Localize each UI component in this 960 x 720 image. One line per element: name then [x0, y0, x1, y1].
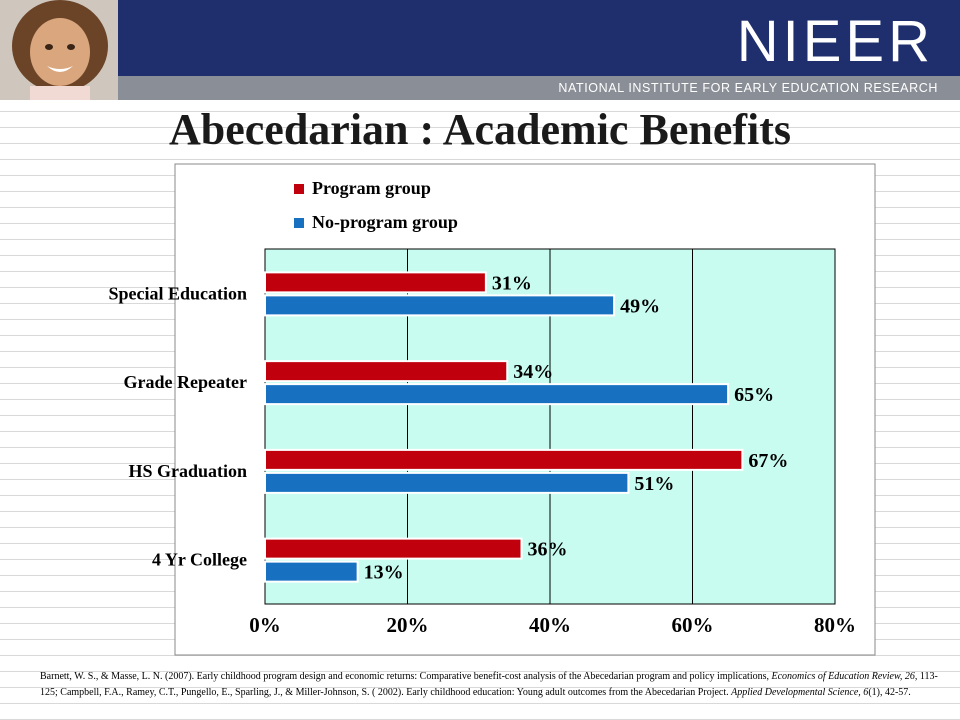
bar-data-label: 31% [492, 272, 532, 294]
citation-journal-1: Economics of Education Review, 26 [771, 671, 915, 682]
bar-data-label: 13% [364, 562, 404, 584]
nieer-logo-subtitle: NATIONAL INSTITUTE FOR EARLY EDUCATION R… [558, 81, 938, 95]
plot-border [264, 248, 836, 605]
legend-label: Program group [312, 178, 431, 198]
chart-legend: Program group No-program group [294, 178, 458, 232]
x-tick-label: 40% [529, 613, 571, 637]
bar-data-label: 51% [634, 473, 674, 495]
bar-data-label: 36% [528, 539, 568, 561]
bar [264, 271, 487, 294]
category-label: Special Education [108, 283, 247, 303]
bar [264, 294, 616, 317]
header-strip: NATIONAL INSTITUTE FOR EARLY EDUCATION R… [118, 76, 960, 100]
bar-data-label: 65% [734, 384, 774, 406]
page-title: Abecedarian : Academic Benefits [169, 105, 791, 154]
x-tick-label: 80% [814, 613, 856, 637]
legend-swatch [294, 218, 304, 228]
x-tick-label: 0% [249, 613, 281, 637]
citation-text-1: Barnett, W. S., & Masse, L. N. (2007). E… [40, 671, 772, 682]
citation: Barnett, W. S., & Masse, L. N. (2007). E… [40, 669, 940, 701]
header-photo [0, 0, 118, 100]
bars: 31% 49% 34% 65% 67% 51% 36% 13% [264, 271, 788, 584]
legend-swatch [294, 184, 304, 194]
bar-data-label: 67% [748, 450, 788, 472]
x-tick-label: 60% [672, 613, 714, 637]
category-label: 4 Yr College [152, 550, 247, 570]
bar [264, 360, 509, 383]
category-label: Grade Repeater [124, 372, 247, 392]
bar-data-label: 34% [513, 361, 553, 383]
bar [264, 537, 523, 560]
category-label: HS Graduation [128, 461, 247, 481]
x-tick-labels: 0% 20% 40% 60% 80% [249, 613, 856, 637]
bar [264, 560, 359, 583]
citation-journal-2: Applied Developmental Science, 6 [731, 687, 869, 698]
citation-text-2: , 113-125; Campbell, F.A., Ramey, C.T., … [40, 671, 938, 698]
nieer-logo: NIEER [736, 9, 934, 74]
bar [264, 448, 744, 471]
citation-text-3: (1), 42-57. [868, 687, 911, 698]
header-banner: NIEER [118, 0, 960, 76]
category-labels: Special Education Grade Repeater HS Gradua… [108, 283, 247, 569]
bar-data-label: 49% [620, 295, 660, 317]
bar [264, 383, 730, 406]
legend-label: No-program group [312, 212, 458, 232]
x-tick-label: 20% [387, 613, 429, 637]
bar [264, 471, 630, 494]
